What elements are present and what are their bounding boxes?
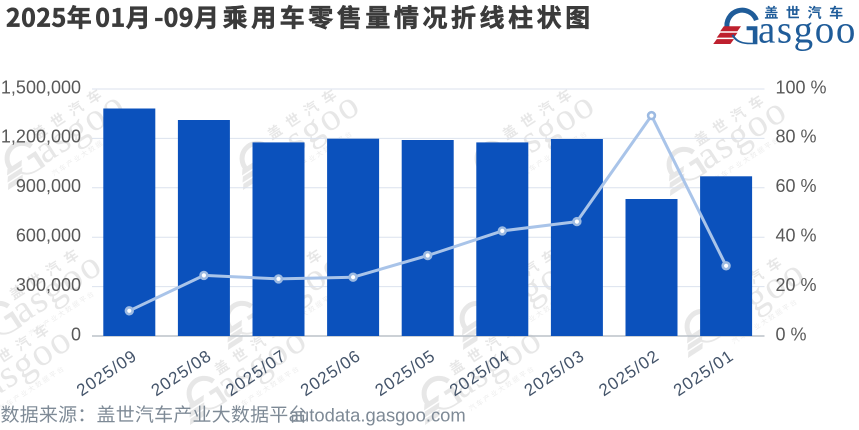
svg-text:0: 0 [71,324,81,344]
svg-text:100 %: 100 % [776,77,827,97]
svg-text:600,000: 600,000 [16,226,81,246]
svg-text:60 %: 60 % [776,176,817,196]
svg-text:80 %: 80 % [776,127,817,147]
svg-text:1,500,000: 1,500,000 [1,77,81,97]
svg-text:0 %: 0 % [776,324,807,344]
svg-text:900,000: 900,000 [16,176,81,196]
svg-text:20 %: 20 % [776,275,817,295]
svg-text:40 %: 40 % [776,226,817,246]
svg-text:1,200,000: 1,200,000 [1,127,81,147]
svg-text:autodata.gasgoo.com: autodata.gasgoo.com [289,404,466,425]
svg-text:300,000: 300,000 [16,275,81,295]
